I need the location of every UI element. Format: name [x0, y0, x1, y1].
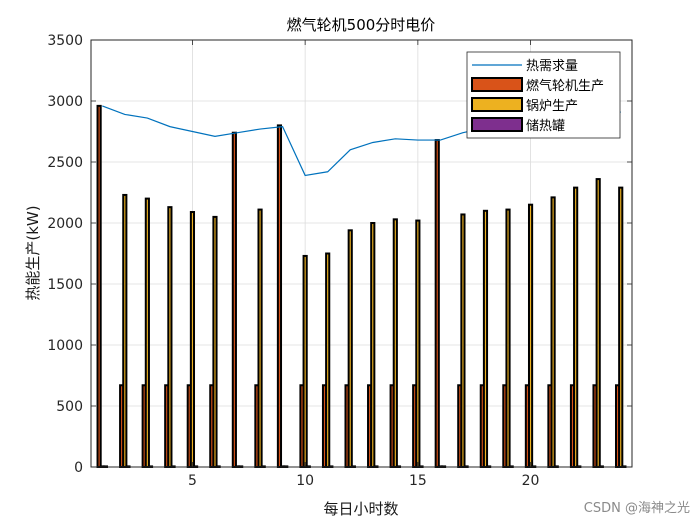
x-axis-label: 每日小时数	[323, 500, 398, 518]
x-tick-label: 5	[188, 473, 197, 489]
axes-box	[90, 39, 633, 468]
y-tick-label: 1000	[47, 338, 83, 354]
legend-label-demand: 热需求量	[526, 59, 578, 74]
bar-boiler	[347, 229, 353, 468]
legend: 热需求量 燃气轮机生产 锅炉生产 储热罐	[466, 51, 621, 139]
y-tick-label: 2500	[47, 155, 83, 171]
watermark: CSDN @海神之光	[584, 501, 690, 516]
x-tick-label: 10	[296, 473, 314, 489]
bar-boiler	[573, 186, 579, 468]
y-tick-label: 3500	[47, 33, 83, 49]
bar-boiler	[505, 208, 511, 469]
bar-turbine	[96, 104, 102, 468]
bar-turbine	[276, 124, 283, 469]
bar-boiler	[527, 203, 534, 468]
y-tick-label: 1500	[47, 277, 83, 293]
y-tick-label: 500	[56, 399, 83, 415]
bar-boiler	[415, 219, 421, 468]
ticks: 0 500 1000 1500 2000 2500 3000 3500 5 10 15 20	[47, 33, 632, 489]
y-tick-label: 2000	[47, 216, 83, 232]
bar-boiler	[144, 197, 150, 468]
y-tick-label: 0	[74, 460, 83, 476]
x-tick-label: 15	[409, 473, 427, 489]
bar-boiler	[618, 186, 624, 468]
bar-boiler	[595, 178, 601, 469]
bar-boiler	[257, 208, 263, 469]
y-axis-label: 热能生产(kW)	[24, 205, 42, 300]
bar-turbine	[434, 139, 440, 468]
bar-boiler	[370, 222, 376, 468]
legend-label-storage: 储热罐	[526, 119, 565, 134]
x-tick-label: 20	[522, 473, 540, 489]
bar-boiler	[550, 196, 556, 468]
bar-boiler	[325, 252, 331, 468]
bar-boiler	[189, 211, 196, 468]
legend-label-boiler: 锅炉生产	[526, 98, 578, 114]
bar-boiler	[302, 254, 308, 468]
chart-title: 燃气轮机500分时电价	[287, 16, 436, 34]
legend-swatch-turbine	[471, 77, 523, 92]
bar-boiler	[482, 209, 489, 469]
bar-turbine	[231, 131, 237, 468]
bar-boiler	[392, 218, 398, 468]
bar-boiler	[122, 193, 128, 468]
bar-boiler	[167, 206, 173, 468]
bar-boiler	[212, 215, 218, 468]
legend-swatch-boiler	[471, 97, 523, 112]
bar-boiler	[460, 213, 466, 468]
legend-swatch-storage	[471, 117, 523, 132]
y-tick-label: 3000	[47, 94, 83, 110]
legend-label-turbine: 燃气轮机生产	[526, 78, 604, 94]
